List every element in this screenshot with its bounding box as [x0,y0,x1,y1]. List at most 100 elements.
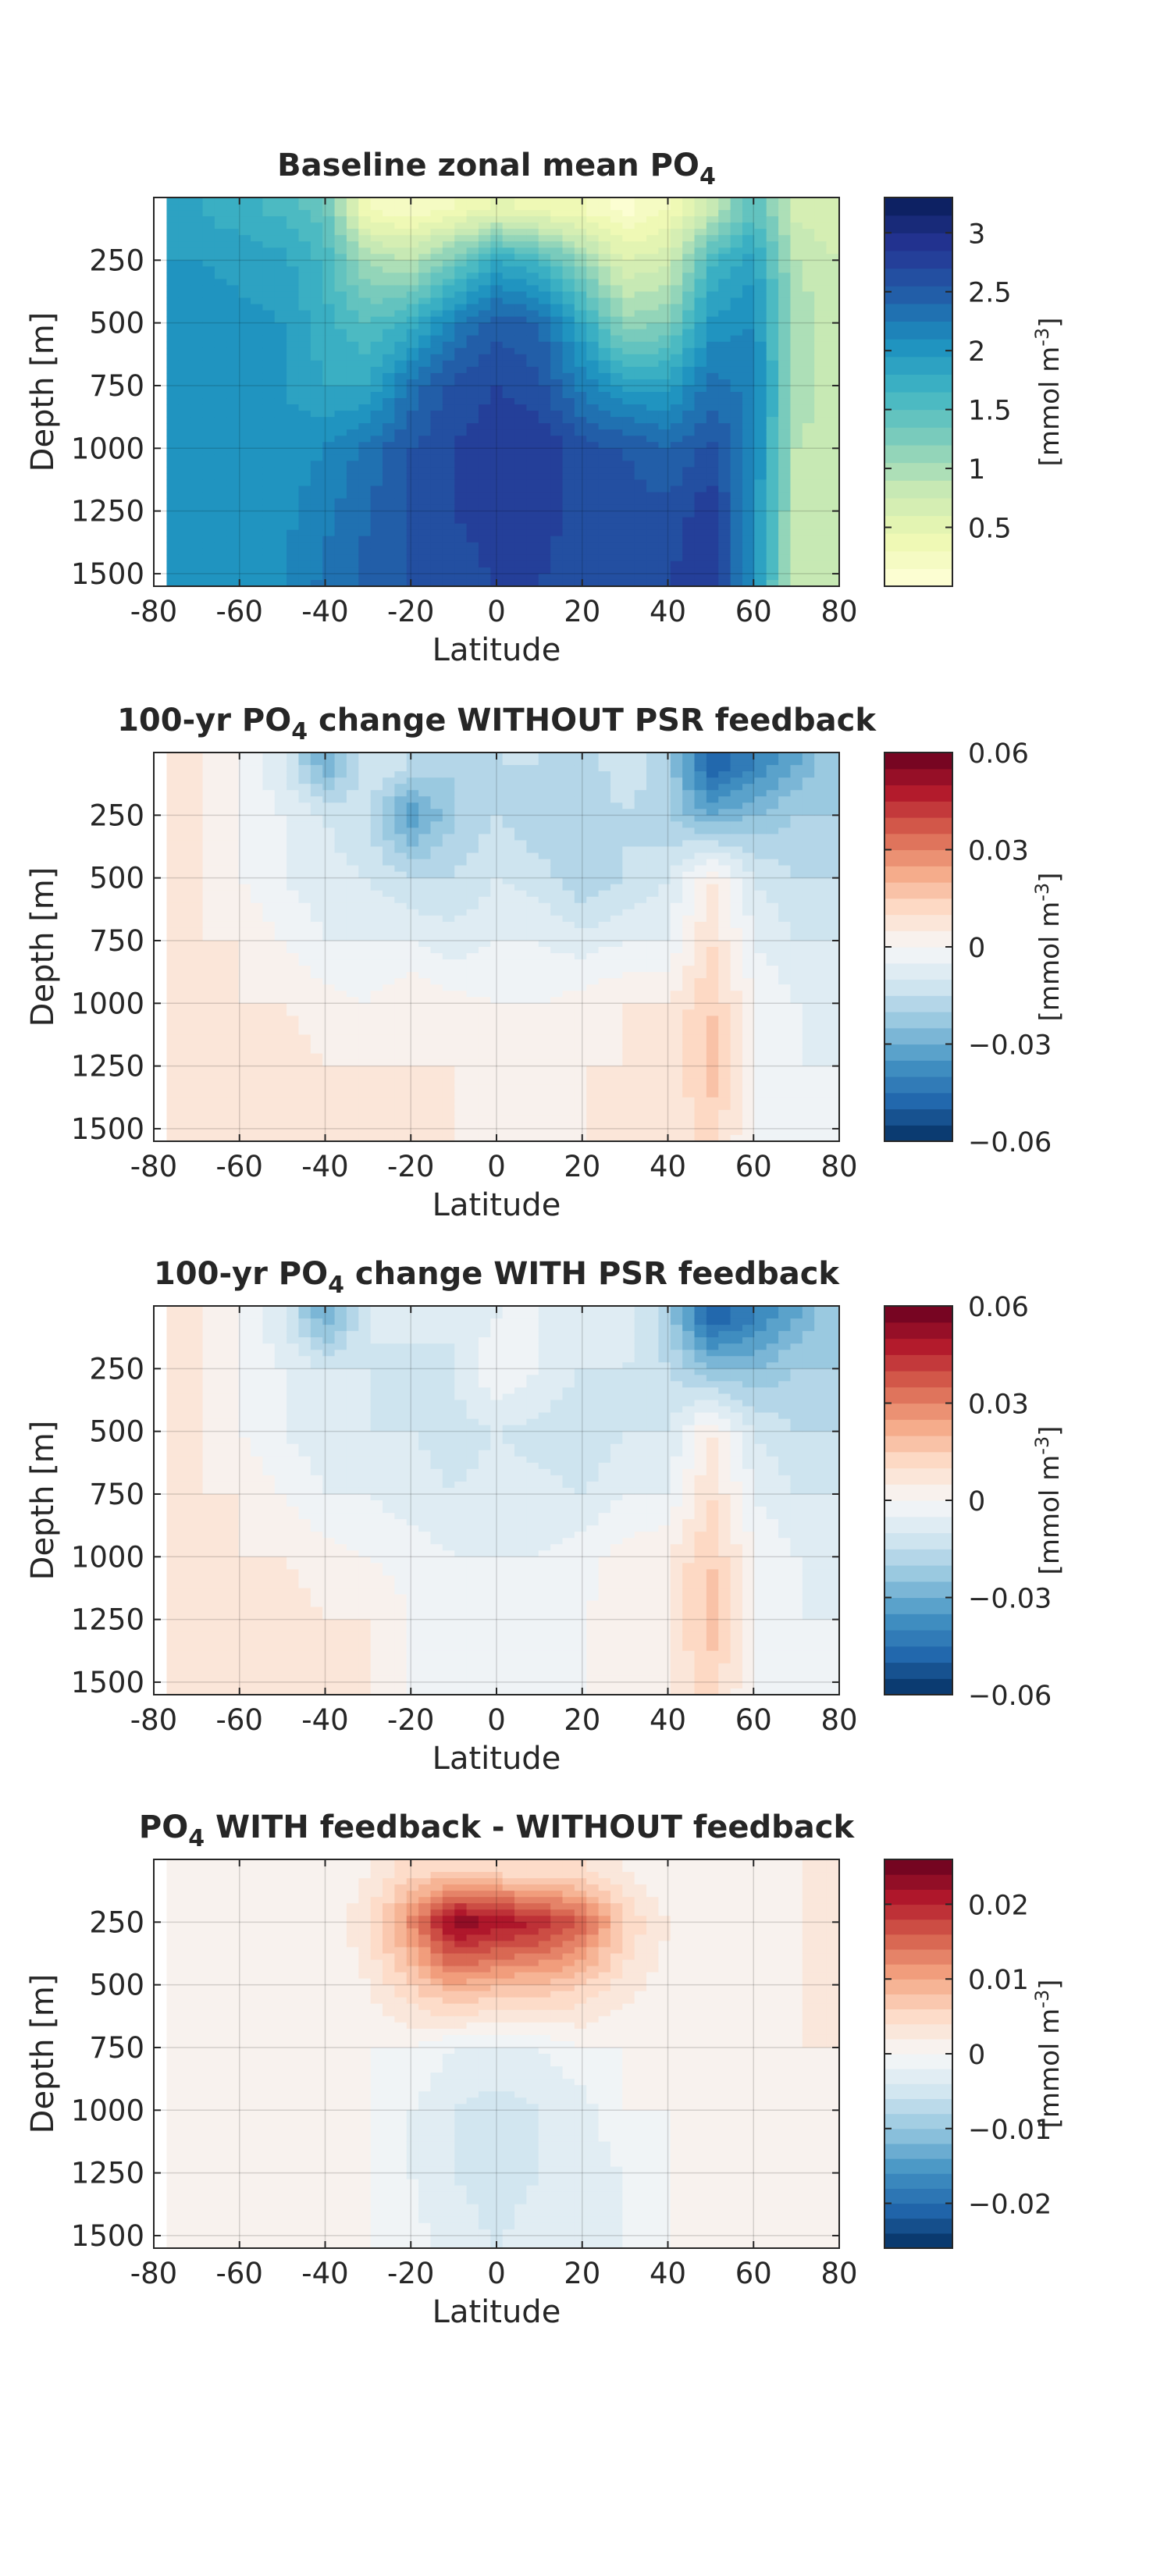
heatmap-cell [370,241,383,248]
heatmap-cell [274,517,287,525]
heatmap-cell [814,254,828,261]
heatmap-cell [298,573,311,581]
heatmap-cell [814,473,828,481]
heatmap-cell [790,417,803,424]
heatmap-cell [334,316,347,324]
heatmap-cell [586,554,600,562]
heatmap-cell [442,260,455,267]
colorbar-segment [884,286,952,304]
heatmap-cell [190,429,204,436]
heatmap-cell [418,498,432,506]
heatmap-cell [310,802,323,809]
heatmap-cell [166,809,180,816]
heatmap-cell [490,436,504,443]
heatmap-cell [694,297,707,305]
heatmap-cell [251,573,263,581]
heatmap-cell [826,436,839,443]
heatmap-cell [298,1128,311,1136]
heatmap-cell [814,316,828,324]
heatmap-cell [322,1053,336,1061]
heatmap-cell [622,272,635,280]
heatmap-cell [598,523,611,531]
heatmap-cell [190,1122,204,1130]
heatmap-cell [598,222,611,229]
heatmap-cell [214,796,227,803]
heatmap-cell [274,1072,287,1080]
heatmap-cell [454,442,468,449]
heatmap-cell [718,442,731,449]
heatmap-cell [658,517,671,525]
heatmap-cell [778,222,792,229]
heatmap-cell [238,504,251,512]
heatmap-cell [790,467,803,475]
heatmap-cell [178,254,191,261]
heatmap-cell [538,504,551,512]
heatmap-cell [730,535,743,543]
heatmap-cell [826,548,839,556]
heatmap-cell [310,1078,323,1086]
heatmap-cell [166,316,180,324]
heatmap-cell [287,260,300,267]
heatmap-cell [742,260,755,267]
heatmap-cell [238,790,251,797]
heatmap-cell [346,461,359,468]
heatmap-cell [251,504,263,512]
heatmap-cell [742,235,755,242]
heatmap-cell [562,548,575,556]
heatmap-cell [251,567,263,575]
heatmap-cell [658,354,671,361]
heatmap-cell [322,1134,336,1142]
heatmap-cell [202,492,215,500]
heatmap-cell [238,777,251,785]
heatmap-cell [802,341,815,349]
heatmap-cell [526,486,539,493]
heatmap-cell [550,204,564,211]
heatmap-cell [370,840,383,848]
heatmap-cell [406,486,419,493]
colorbar-segment [884,462,952,481]
heatmap-cell [730,360,743,368]
heatmap-cell [730,297,743,305]
heatmap-cell [718,254,731,261]
heatmap-cell [658,404,671,411]
heatmap-cell [670,511,683,518]
heatmap-cell [778,392,792,399]
heatmap-cell [766,404,779,411]
heatmap-cell [430,579,443,587]
heatmap-cell [418,210,432,217]
heatmap-cell [730,567,743,575]
heatmap-cell [430,529,443,537]
heatmap-cell [370,846,383,854]
heatmap-cell [406,204,419,211]
heatmap-cell [202,379,215,386]
heatmap-cell [718,392,731,399]
heatmap-cell [562,579,575,587]
heatmap-cell [706,266,719,273]
heatmap-cell [310,279,323,286]
heatmap-cell [418,554,432,562]
heatmap-cell [790,473,803,481]
heatmap-cell [322,366,336,374]
heatmap-cell [358,909,372,916]
heatmap-cell [418,442,432,449]
heatmap-cell [251,579,263,587]
heatmap-cell [754,529,767,537]
heatmap-cell [310,902,323,910]
heatmap-cell [202,454,215,461]
heatmap-cell [322,784,336,791]
heatmap-cell [742,241,755,248]
heatmap-cell [442,297,455,305]
heatmap-cell [334,454,347,461]
heatmap-cell [826,316,839,324]
heatmap-cell [383,247,395,254]
heatmap-cell [251,222,263,229]
heatmap-cell [322,454,336,461]
heatmap-cell [406,809,419,816]
heatmap-cell [262,834,276,841]
heatmap-cell [646,504,660,512]
heatmap-cell [610,479,623,487]
heatmap-cell [334,802,347,809]
heatmap-cell [346,197,359,205]
heatmap-cell [202,417,215,424]
heatmap-cell [538,241,551,248]
